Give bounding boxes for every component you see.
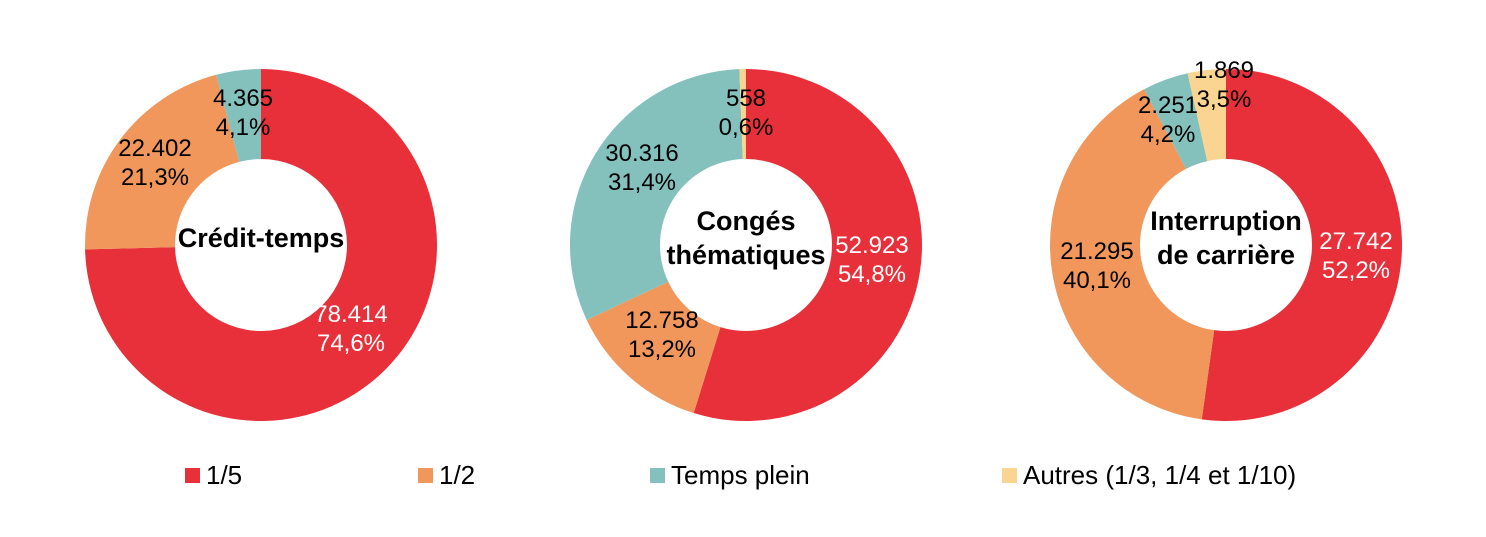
slice-percent: 3,5% bbox=[1196, 86, 1252, 113]
legend-swatch-icon bbox=[185, 467, 200, 483]
slice-percent: 74,6% bbox=[316, 330, 386, 357]
slice-label-credit-temps-1-2: 22.402 21,3% bbox=[118, 134, 191, 192]
donut-slice-1-5 bbox=[693, 69, 922, 421]
chart-title-credit-temps: Crédit-temps bbox=[178, 221, 345, 255]
slice-label-interruption-autres: 1.869 3,5% bbox=[1194, 56, 1254, 114]
slice-percent: 4,1% bbox=[215, 114, 271, 141]
legend-item-1-5: 1/5 bbox=[185, 458, 242, 492]
slice-value: 558 bbox=[725, 85, 767, 112]
slice-value: 21.295 bbox=[1060, 238, 1134, 265]
slice-percent: 13,2% bbox=[627, 336, 697, 363]
donut-slice-autres-1-3-1-4-et-1-10 bbox=[1187, 69, 1226, 162]
slice-value: 4.365 bbox=[212, 85, 274, 112]
slice-value: 12.758 bbox=[625, 307, 699, 334]
slice-value: 2.251 bbox=[1137, 92, 1199, 119]
slice-label-interruption-1-5: 27.742 52,2% bbox=[1319, 227, 1392, 285]
chart-title-conges-thematiques: Congés thématiques bbox=[666, 204, 825, 272]
slice-label-interruption-1-2: 21.295 40,1% bbox=[1060, 237, 1133, 295]
donut-chart-interruption-de-carriere bbox=[1050, 69, 1403, 421]
slice-label-credit-temps-1-5: 78.414 74,6% bbox=[314, 300, 387, 358]
slice-value: 22.402 bbox=[118, 135, 192, 162]
donut-slice-1-5 bbox=[85, 69, 438, 422]
donut-slice-1-5 bbox=[1201, 69, 1403, 421]
chart-title-line: Congés bbox=[696, 206, 796, 236]
chart-title-interruption-de-carriere: Interruption de carrière bbox=[1150, 204, 1301, 272]
legend-item-autres: Autres (1/3, 1/4 et 1/10) bbox=[1002, 458, 1296, 492]
slice-label-credit-temps-temps-plein: 4.365 4,1% bbox=[213, 84, 273, 142]
legend-label: 1/2 bbox=[439, 459, 476, 490]
legend-label: Temps plein bbox=[671, 459, 810, 490]
slice-percent: 0,6% bbox=[718, 114, 774, 141]
donut-slice-1-2 bbox=[586, 281, 721, 414]
slice-value: 30.316 bbox=[605, 140, 679, 167]
donut-slice-temps-plein bbox=[570, 69, 743, 320]
slice-percent: 4,2% bbox=[1140, 121, 1196, 148]
chart-title-line: Crédit-temps bbox=[177, 223, 345, 253]
slice-label-conges-1-5: 52.923 54,8% bbox=[835, 231, 908, 289]
slice-value: 78.414 bbox=[314, 301, 388, 328]
donut-slice-1-2 bbox=[1050, 89, 1215, 420]
legend-item-1-2: 1/2 bbox=[418, 458, 475, 492]
slice-label-interruption-temps-plein: 2.251 4,2% bbox=[1138, 91, 1198, 149]
slice-percent: 54,8% bbox=[837, 261, 907, 288]
legend: 1/5 1/2 Temps plein Autres (1/3, 1/4 et … bbox=[0, 458, 1486, 492]
legend-label: 1/5 bbox=[206, 459, 243, 490]
chart-title-line: de carrière bbox=[1156, 240, 1296, 270]
slice-label-conges-autres: 558 0,6% bbox=[719, 84, 774, 142]
donut-slice-temps-plein bbox=[216, 69, 261, 162]
donut-slice-temps-plein bbox=[1144, 73, 1208, 169]
slice-value: 52.923 bbox=[835, 232, 909, 259]
chart-title-line: thématiques bbox=[666, 240, 826, 270]
slice-value: 27.742 bbox=[1319, 228, 1393, 255]
slice-percent: 40,1% bbox=[1062, 267, 1132, 294]
legend-swatch-icon bbox=[650, 467, 665, 483]
donut-slice-1-2 bbox=[85, 74, 240, 250]
donut-chart-conges-thematiques bbox=[570, 69, 922, 421]
legend-label: Autres (1/3, 1/4 et 1/10) bbox=[1023, 459, 1297, 490]
donut-slice-autres-1-3-1-4-et-1-10 bbox=[739, 69, 746, 160]
slice-label-conges-1-2: 12.758 13,2% bbox=[625, 306, 698, 364]
legend-item-temps-plein: Temps plein bbox=[650, 458, 810, 492]
donut-chart-credit-temps bbox=[85, 69, 438, 422]
slice-percent: 52,2% bbox=[1321, 257, 1391, 284]
slice-value: 1.869 bbox=[1193, 57, 1255, 84]
chart-title-line: Interruption bbox=[1150, 206, 1302, 236]
slice-percent: 21,3% bbox=[120, 164, 190, 191]
slice-percent: 31,4% bbox=[607, 169, 677, 196]
legend-swatch-icon bbox=[1002, 467, 1017, 483]
slice-label-conges-temps-plein: 30.316 31,4% bbox=[605, 139, 678, 197]
legend-swatch-icon bbox=[418, 467, 433, 483]
